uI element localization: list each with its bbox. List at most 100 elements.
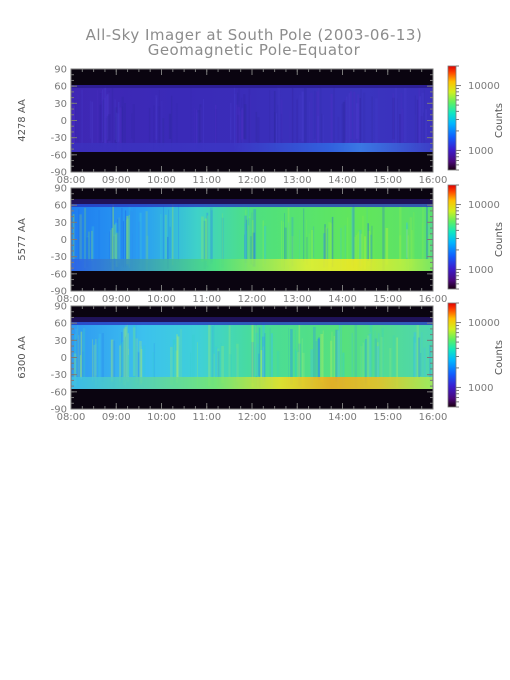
streak bbox=[294, 329, 296, 381]
streak bbox=[241, 116, 243, 142]
streak bbox=[165, 231, 167, 262]
y-tick-label: 90 bbox=[54, 184, 67, 195]
streak bbox=[136, 351, 140, 385]
streak bbox=[314, 90, 316, 139]
streak bbox=[385, 228, 389, 265]
streak bbox=[110, 339, 114, 382]
streak bbox=[423, 89, 425, 152]
streak bbox=[96, 90, 98, 146]
streak bbox=[209, 207, 213, 264]
streak bbox=[77, 325, 79, 377]
streak bbox=[113, 236, 116, 265]
streak bbox=[118, 230, 120, 259]
streak bbox=[244, 230, 247, 271]
streak bbox=[277, 104, 279, 144]
streak bbox=[359, 98, 361, 149]
streak bbox=[241, 109, 244, 140]
streak bbox=[93, 344, 96, 379]
colorbar-label: Counts bbox=[494, 103, 505, 138]
streak bbox=[119, 107, 122, 152]
streak bbox=[414, 342, 416, 382]
streak bbox=[169, 226, 171, 259]
y-tick-label: -30 bbox=[51, 370, 67, 381]
y-tick-label: -90 bbox=[51, 168, 67, 179]
streak bbox=[73, 224, 76, 269]
streak bbox=[410, 230, 414, 268]
colorbar bbox=[447, 65, 457, 171]
streak bbox=[237, 114, 240, 143]
streak bbox=[125, 219, 127, 265]
streak bbox=[164, 214, 167, 259]
x-tick-label: 16:00 bbox=[419, 412, 448, 423]
streak bbox=[81, 89, 84, 149]
streak bbox=[290, 329, 293, 385]
streak bbox=[234, 93, 236, 149]
streak bbox=[132, 233, 133, 261]
colorbar-tick-label: 10000 bbox=[468, 200, 500, 211]
streak bbox=[262, 346, 264, 381]
streak bbox=[255, 111, 258, 142]
streak bbox=[116, 220, 119, 261]
streak bbox=[119, 110, 121, 141]
streak bbox=[416, 324, 419, 380]
streak bbox=[289, 110, 291, 144]
streak bbox=[317, 115, 320, 148]
streak bbox=[428, 234, 431, 262]
streak bbox=[177, 336, 180, 379]
streak bbox=[84, 207, 87, 269]
x-tick-label: 14:00 bbox=[328, 294, 357, 305]
streak bbox=[308, 101, 310, 149]
streak bbox=[109, 231, 110, 268]
streak bbox=[260, 350, 263, 379]
streak bbox=[82, 351, 85, 381]
streak bbox=[254, 347, 256, 387]
streak bbox=[316, 91, 319, 142]
streak bbox=[201, 216, 204, 262]
streak bbox=[349, 91, 352, 140]
streak bbox=[237, 88, 241, 146]
streak bbox=[74, 100, 77, 143]
streak bbox=[124, 103, 126, 145]
streak bbox=[399, 206, 402, 265]
streak bbox=[95, 339, 97, 385]
streak bbox=[98, 210, 100, 271]
streak bbox=[112, 226, 115, 265]
streak bbox=[176, 334, 178, 383]
x-tick-label: 10:00 bbox=[147, 412, 176, 423]
streak bbox=[284, 213, 285, 269]
streak bbox=[288, 328, 289, 379]
streak bbox=[402, 108, 404, 143]
streak bbox=[132, 104, 135, 145]
streak bbox=[108, 90, 110, 142]
streak bbox=[269, 327, 271, 379]
y-tick-label: 30 bbox=[54, 99, 67, 110]
streak bbox=[406, 224, 408, 268]
streak bbox=[118, 217, 120, 263]
streak bbox=[237, 92, 239, 147]
streak bbox=[117, 113, 120, 152]
streak bbox=[280, 113, 283, 145]
streak bbox=[257, 343, 259, 389]
streak bbox=[239, 111, 241, 149]
streak bbox=[319, 86, 322, 142]
streak bbox=[354, 236, 356, 263]
streak bbox=[154, 111, 156, 151]
streak bbox=[324, 227, 327, 261]
streak bbox=[330, 93, 333, 148]
streak bbox=[213, 353, 215, 379]
streak bbox=[298, 343, 301, 387]
streak bbox=[200, 107, 202, 141]
streak bbox=[175, 350, 178, 380]
streak bbox=[240, 97, 243, 150]
streak bbox=[228, 325, 231, 380]
streak bbox=[363, 92, 366, 146]
streak bbox=[135, 346, 138, 389]
streak bbox=[423, 347, 426, 386]
streak bbox=[243, 104, 247, 140]
y-tick-label: -60 bbox=[51, 150, 67, 161]
x-tick-label: 12:00 bbox=[238, 294, 267, 305]
streak bbox=[248, 216, 251, 263]
upper-edge bbox=[71, 85, 433, 89]
streak bbox=[333, 335, 335, 378]
